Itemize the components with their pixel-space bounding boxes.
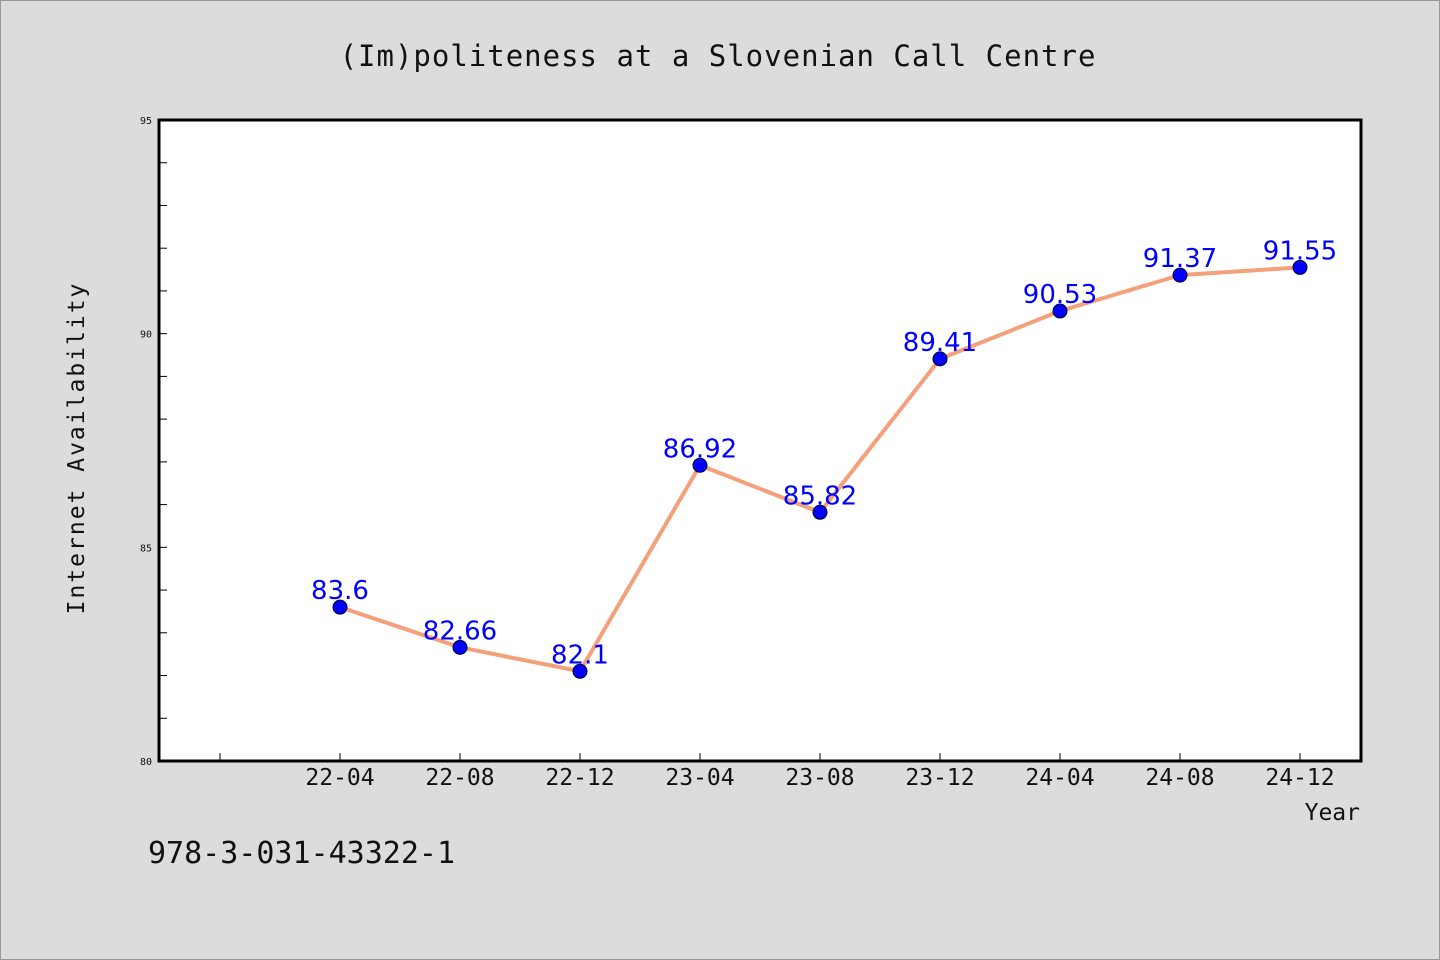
x-axis-ticks: 22-04 22-08 22-12 23-04 23-08 23-12 24-04 24-08… [219, 753, 1335, 791]
data-label: 85.82 [783, 481, 857, 511]
x-tick-label: 22-04 [305, 765, 374, 791]
chart-title: (Im)politeness at a Slovenian Call Centr… [340, 39, 1097, 73]
x-axis-label: Year [1305, 800, 1360, 826]
data-labels: 83.6 82.66 82.1 86.92 85.82 89.41 90.53 91.37 91… [311, 236, 1337, 670]
data-label: 91.55 [1263, 236, 1337, 266]
data-point [1172, 267, 1188, 283]
y-axis-ticks: 80 85 90 95 [140, 116, 167, 768]
data-point [812, 504, 828, 520]
y-tick-label: 80 [140, 757, 152, 768]
x-tick-label: 22-12 [545, 765, 614, 791]
x-tick-label: 22-08 [425, 765, 494, 791]
y-tick-label: 95 [140, 116, 152, 127]
x-tick-label: 24-12 [1265, 765, 1334, 791]
data-label: 89.41 [903, 328, 977, 358]
x-tick-label: 23-08 [785, 765, 854, 791]
data-label: 82.66 [423, 616, 497, 646]
x-tick-label: 23-12 [905, 765, 974, 791]
data-label: 82.1 [551, 640, 609, 670]
data-label: 86.92 [663, 434, 737, 464]
x-tick-label: 24-08 [1145, 765, 1214, 791]
data-label: 91.37 [1143, 244, 1217, 274]
data-point [932, 351, 948, 367]
data-label: 83.6 [311, 576, 369, 606]
data-point [692, 457, 708, 473]
isbn-text: 978-3-031-43322-1 [148, 836, 455, 871]
plot-area [157, 118, 1363, 763]
data-point [452, 639, 468, 655]
series-markers [332, 259, 1308, 679]
y-tick-label: 85 [140, 543, 152, 554]
x-tick-label: 24-04 [1025, 765, 1094, 791]
data-point [1292, 259, 1308, 275]
x-tick-label: 23-04 [665, 765, 734, 791]
y-axis-label: Internet Availability [64, 282, 90, 615]
data-point [332, 599, 348, 615]
y-tick-label: 90 [140, 330, 152, 341]
data-point [1052, 303, 1068, 319]
data-point [572, 663, 588, 679]
data-label: 90.53 [1023, 280, 1097, 310]
